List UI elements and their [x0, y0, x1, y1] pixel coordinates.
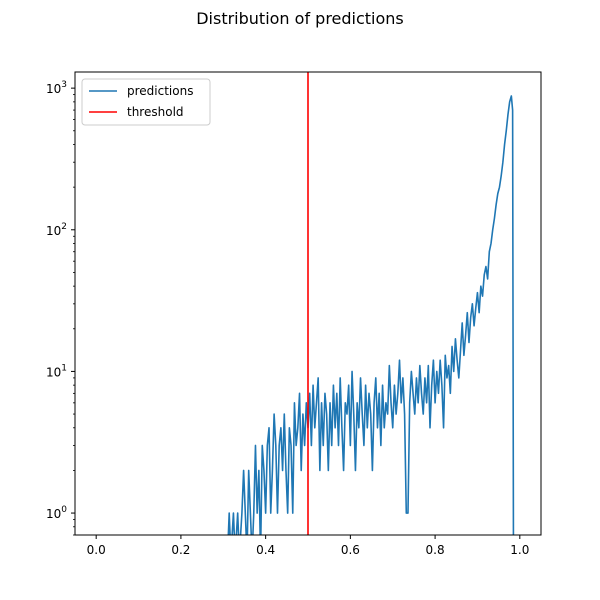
plot-series-layer	[227, 72, 515, 535]
y-tick-label: 102	[46, 222, 67, 238]
x-tick-label: 0.6	[341, 543, 360, 557]
legend: predictions threshold	[81, 78, 211, 126]
legend-label-threshold: threshold	[127, 105, 184, 119]
chart-title: Distribution of predictions	[196, 9, 404, 28]
x-tick-label: 1.0	[510, 543, 529, 557]
y-axis: 100 101 102 103	[46, 80, 75, 536]
x-tick-label: 0.4	[256, 543, 275, 557]
legend-label-predictions: predictions	[127, 84, 193, 98]
x-tick-label: 0.2	[171, 543, 190, 557]
series-predictions-line	[227, 95, 515, 535]
x-tick-label: 0.0	[87, 543, 106, 557]
x-axis: 0.0 0.2 0.4 0.6 0.8 1.0	[87, 535, 529, 557]
y-tick-label: 103	[46, 80, 67, 96]
y-tick-label: 101	[46, 363, 67, 379]
x-tick-label: 0.8	[426, 543, 445, 557]
y-tick-label: 100	[46, 505, 67, 521]
